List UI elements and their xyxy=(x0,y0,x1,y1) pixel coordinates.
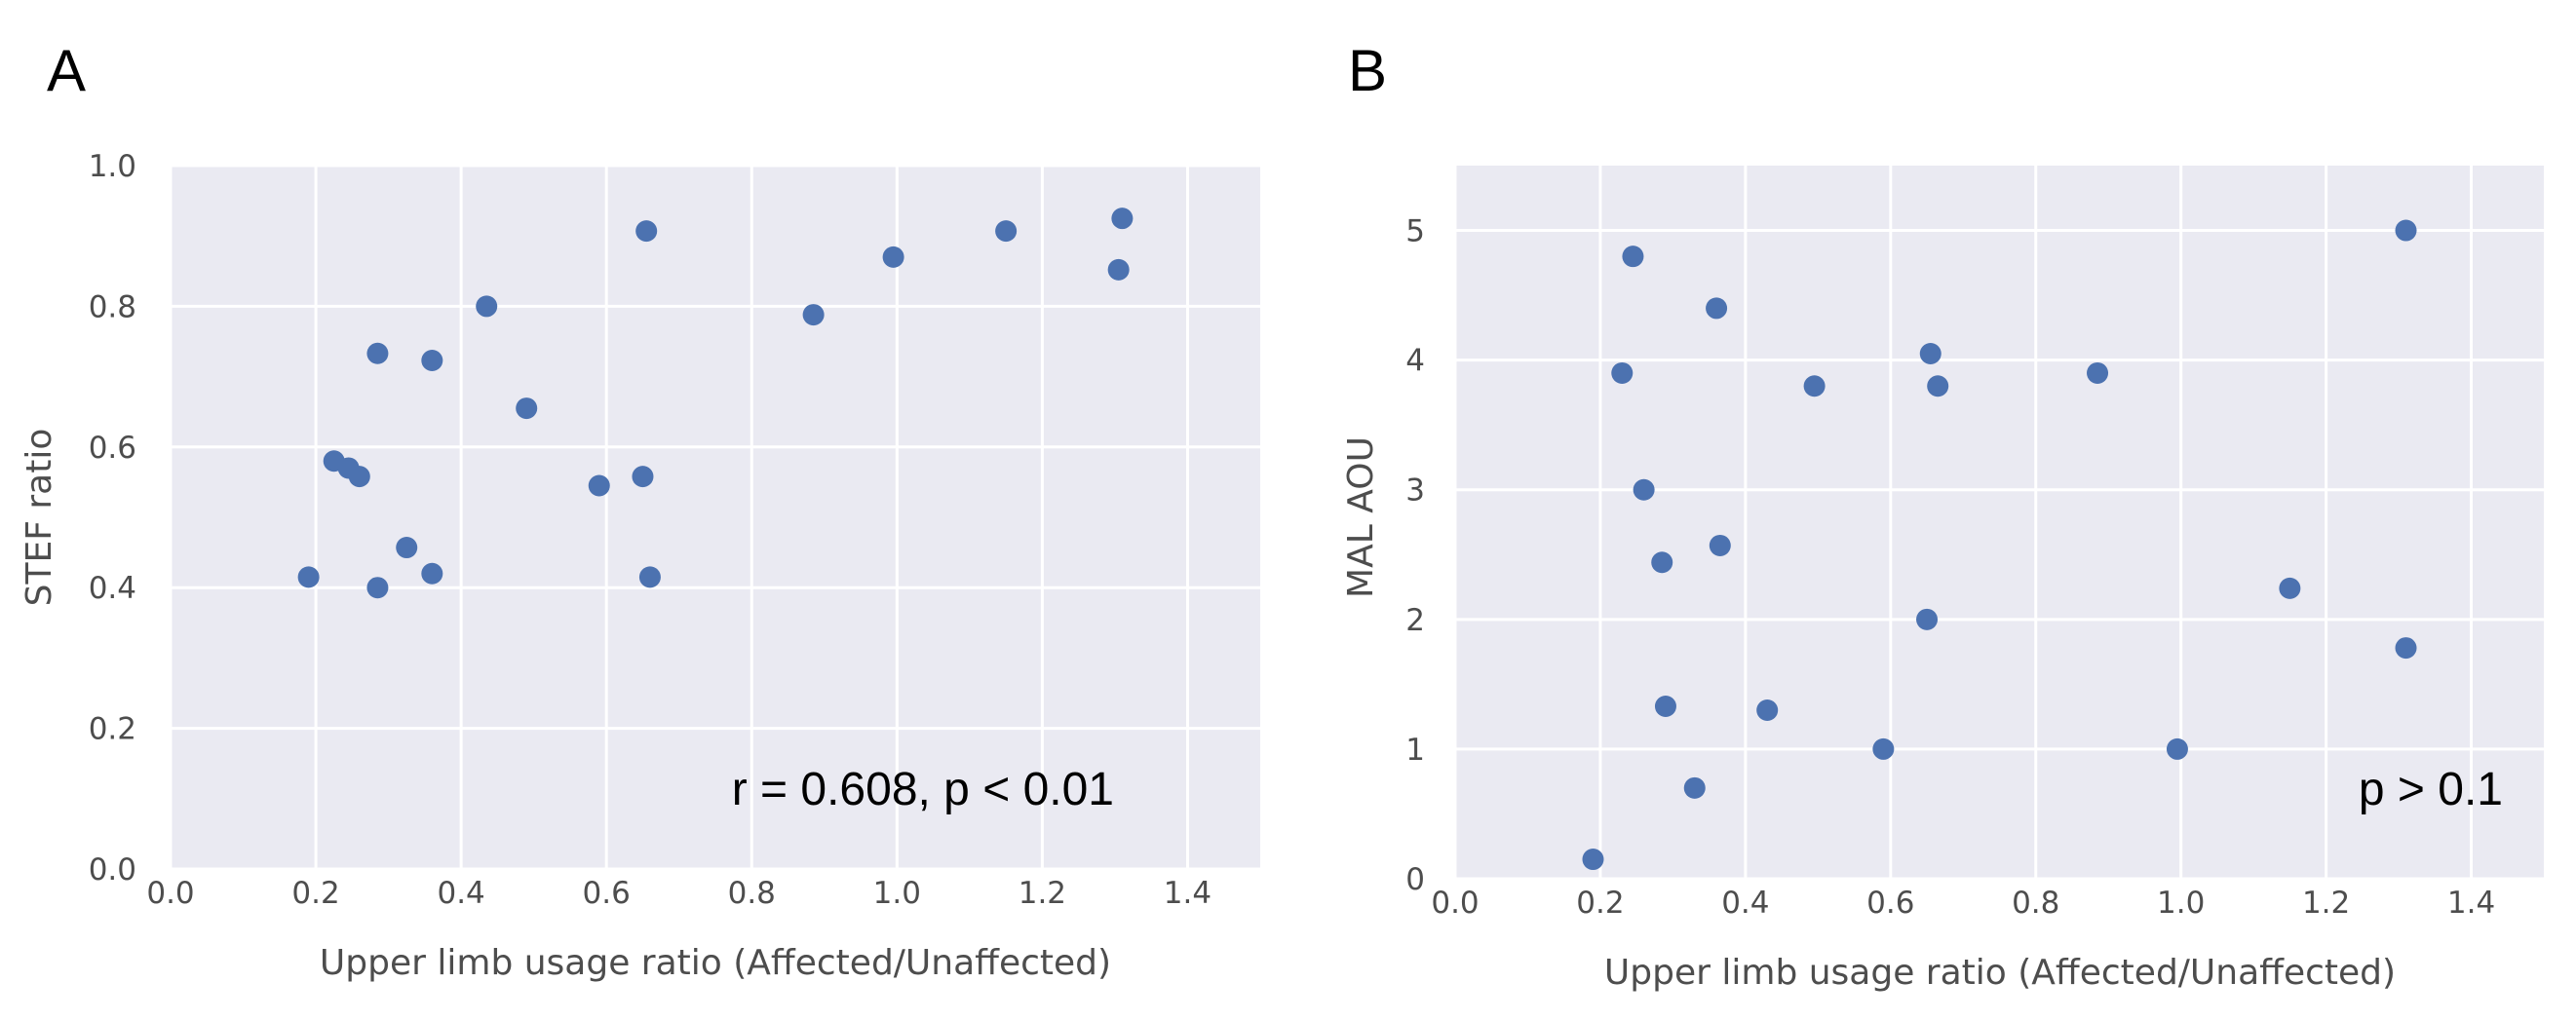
panel-a-y-tick-label: 0.4 xyxy=(89,571,136,606)
panel-b-data-point xyxy=(1919,342,1942,364)
panel-b-y-tick-label: 1 xyxy=(1405,733,1425,768)
panel-a-data-point xyxy=(348,466,370,488)
panel-a-x-ticks: 0.0 0.2 0.4 0.6 0.8 1.0 1.2 1.4 xyxy=(146,876,1211,911)
panel-b-x-tick-label: 0.0 xyxy=(1431,886,1479,921)
panel-a-x-tick-label: 1.0 xyxy=(873,876,921,911)
panel-a: A 0.0 0.2 0.4 0.6 0.8 1.0 1.2 1.4 0.00.20.40.60… xyxy=(19,38,1260,983)
panel-b-data-point xyxy=(1916,608,1939,630)
panel-b-gridlines xyxy=(1453,166,2544,881)
panel-a-y-axis-label: STEF ratio xyxy=(19,429,59,607)
panel-a-data-point xyxy=(882,246,904,268)
panel-b-data-point xyxy=(1872,737,1895,760)
panel-b-data-point xyxy=(2395,637,2417,660)
panel-b-x-tick-label: 1.4 xyxy=(2447,886,2495,921)
panel-b-x-tick-label: 0.4 xyxy=(1721,886,1769,921)
panel-b-data-point xyxy=(1683,776,1706,799)
panel-b-data-point xyxy=(2279,577,2301,599)
panel-a-y-ticks: 0.0 0.2 0.4 0.6 0.8 1.0 xyxy=(89,149,136,888)
panel-a-annotation: r = 0.608, p < 0.01 xyxy=(732,764,1114,815)
panel-a-x-tick-label: 0.0 xyxy=(146,876,194,911)
panel-b-points xyxy=(1582,219,2417,871)
panel-a-x-axis-label: Upper limb usage ratio (Affected/Unaffec… xyxy=(320,943,1111,983)
panel-b-data-point xyxy=(2166,737,2188,760)
panel-a-data-point xyxy=(366,577,389,599)
panel-a-gridlines xyxy=(169,164,1260,871)
panel-a-plot-area xyxy=(171,166,1260,869)
panel-b-data-point xyxy=(1756,699,1779,721)
panel-a-x-tick-label: 0.8 xyxy=(728,876,776,911)
panel-b: B 0.0 0.2 0.4 0.6 0.8 1.0 1.2 1.4 0 1 2 3 4 5 Upper … xyxy=(1341,38,2544,993)
panel-a-data-point xyxy=(1107,258,1130,281)
panel-b-data-point xyxy=(2395,219,2417,242)
panel-a-x-tick-label: 0.4 xyxy=(437,876,484,911)
panel-a-points xyxy=(297,208,1134,599)
panel-b-x-tick-label: 0.2 xyxy=(1576,886,1624,921)
panel-a-data-point xyxy=(1111,208,1134,230)
panel-b-y-tick-label: 0 xyxy=(1405,862,1425,897)
panel-a-data-point xyxy=(588,474,610,497)
panel-a-x-tick-label: 0.6 xyxy=(583,876,631,911)
panel-b-data-point xyxy=(1622,246,1644,268)
panel-a-y-tick-label: 0.2 xyxy=(89,712,136,747)
panel-b-y-tick-label: 5 xyxy=(1405,214,1425,249)
panel-b-x-tick-label: 1.2 xyxy=(2302,886,2350,921)
panel-b-data-point xyxy=(1582,849,1604,871)
panel-b-data-point xyxy=(1633,478,1655,501)
panel-a-data-point xyxy=(297,566,320,588)
panel-b-x-tick-label: 1.0 xyxy=(2157,886,2205,921)
panel-a-y-tick-label: 0.6 xyxy=(89,431,136,466)
panel-a-data-point xyxy=(396,537,418,559)
panel-a-label: A xyxy=(47,38,86,103)
panel-b-data-point xyxy=(1709,534,1731,556)
panel-a-data-point xyxy=(638,566,661,588)
panel-b-data-point xyxy=(1651,551,1673,574)
panel-a-y-tick-label: 0.0 xyxy=(89,852,136,888)
panel-b-x-axis-label: Upper limb usage ratio (Affected/Unaffec… xyxy=(1604,953,2396,993)
panel-b-data-point xyxy=(2087,361,2109,384)
panel-a-data-point xyxy=(995,220,1018,243)
panel-b-data-point xyxy=(1654,695,1676,717)
panel-a-x-tick-label: 1.2 xyxy=(1019,876,1066,911)
panel-b-plot-area xyxy=(1455,166,2544,879)
panel-b-y-tick-label: 4 xyxy=(1405,344,1425,379)
panel-b-annotation: p > 0.1 xyxy=(2359,764,2503,815)
panel-b-y-axis-label: MAL AOU xyxy=(1341,436,1381,598)
panel-a-data-point xyxy=(421,349,443,371)
panel-a-data-point xyxy=(366,342,389,364)
panel-b-x-tick-label: 0.6 xyxy=(1866,886,1914,921)
panel-a-y-tick-label: 0.8 xyxy=(89,289,136,324)
panel-a-data-point xyxy=(632,466,654,488)
panel-a-data-point xyxy=(516,397,538,420)
panel-a-x-tick-label: 0.2 xyxy=(291,876,339,911)
panel-a-data-point xyxy=(421,562,443,585)
panel-a-x-tick-label: 1.4 xyxy=(1164,876,1211,911)
panel-b-x-tick-label: 0.8 xyxy=(2012,886,2059,921)
panel-b-label: B xyxy=(1348,38,1387,103)
panel-b-data-point xyxy=(1927,375,1949,397)
panel-a-data-point xyxy=(476,295,498,318)
panel-a-data-point xyxy=(802,304,825,326)
panel-b-y-ticks: 0 1 2 3 4 5 xyxy=(1405,214,1425,897)
panel-b-x-ticks: 0.0 0.2 0.4 0.6 0.8 1.0 1.2 1.4 xyxy=(1431,886,2495,921)
panel-b-data-point xyxy=(1803,375,1826,397)
panel-b-data-point xyxy=(1611,361,1634,384)
panel-b-y-tick-label: 2 xyxy=(1405,603,1425,638)
panel-b-data-point xyxy=(1706,297,1728,320)
panel-a-y-tick-label: 1.0 xyxy=(89,149,136,184)
panel-a-data-point xyxy=(635,220,658,243)
panel-b-y-tick-label: 3 xyxy=(1405,473,1425,509)
